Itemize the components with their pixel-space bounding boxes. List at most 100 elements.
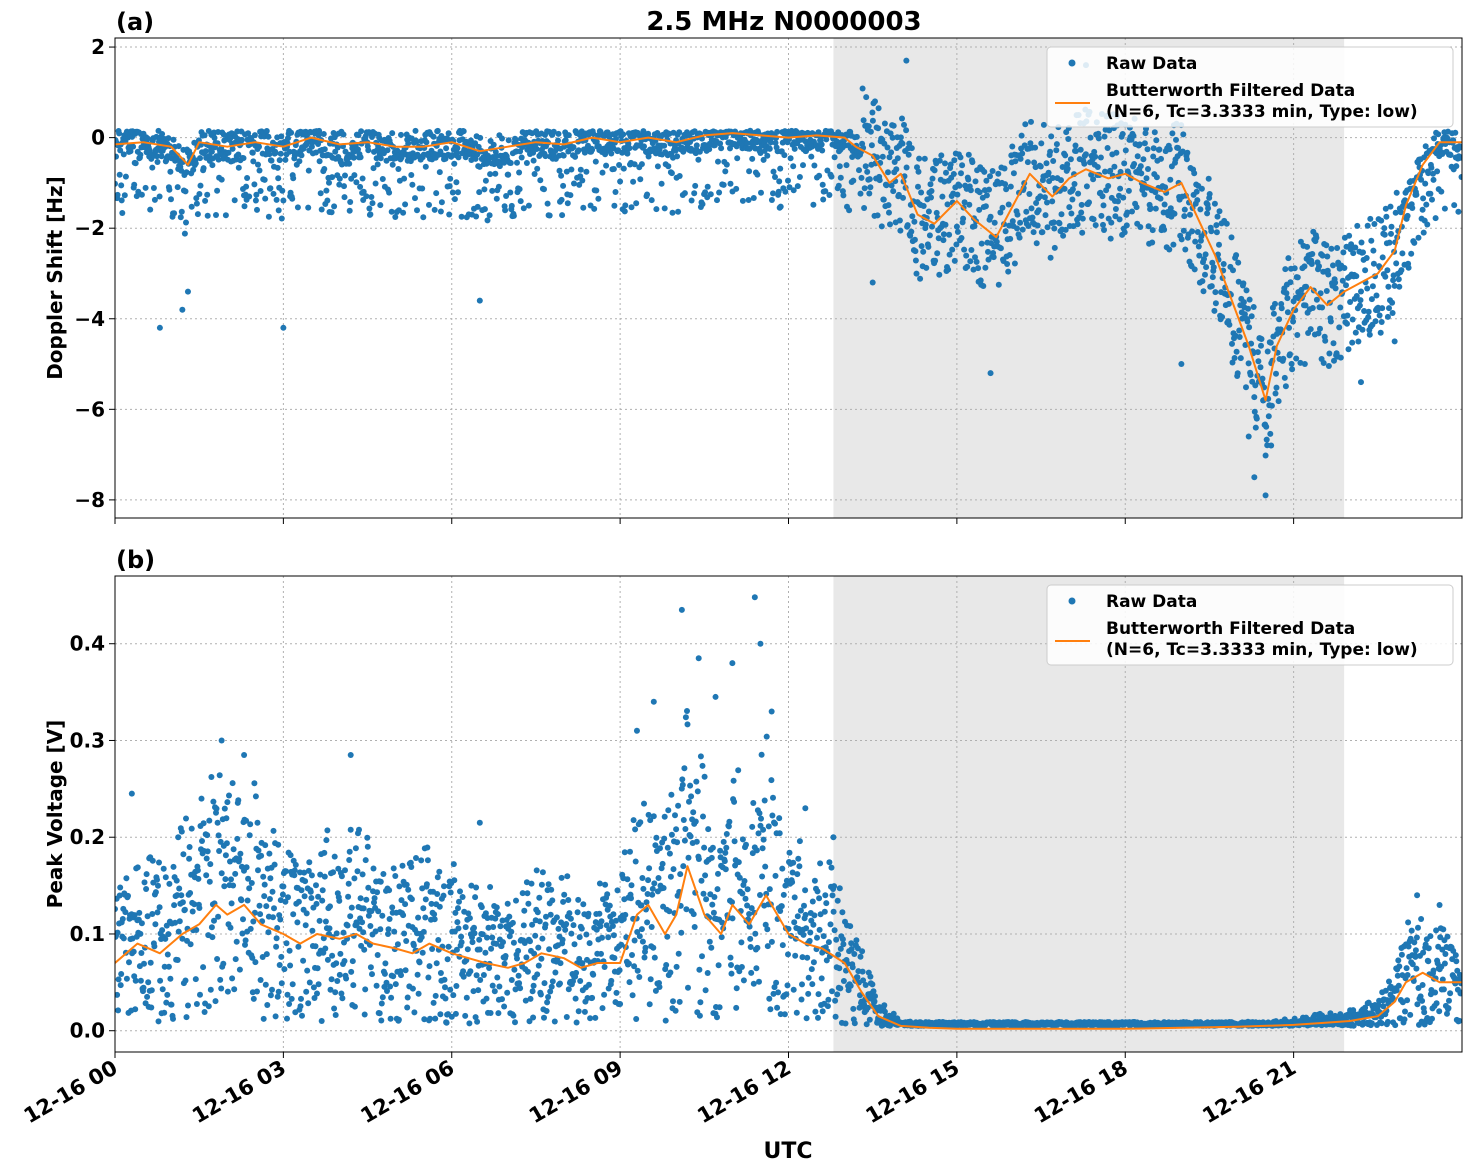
raw-data-point — [276, 962, 283, 968]
raw-data-point — [766, 886, 773, 893]
raw-data-point — [1252, 382, 1259, 389]
raw-data-point — [995, 281, 1002, 288]
raw-data-point — [636, 974, 643, 980]
raw-data-point — [610, 911, 617, 918]
raw-data-point — [1332, 279, 1339, 286]
raw-data-point — [726, 818, 733, 825]
raw-data-point — [797, 907, 804, 914]
raw-data-point — [696, 966, 703, 973]
raw-data-point — [268, 157, 275, 164]
raw-data-point — [549, 897, 556, 904]
raw-data-point — [1062, 226, 1069, 233]
raw-data-point — [1435, 131, 1442, 138]
raw-data-point — [253, 191, 260, 198]
raw-data-point — [426, 201, 432, 208]
raw-data-point — [518, 154, 525, 161]
raw-data-point — [115, 976, 122, 983]
raw-data-point — [791, 145, 798, 152]
raw-data-point — [1049, 175, 1056, 181]
raw-data-point — [1357, 379, 1364, 386]
raw-data-point — [1388, 230, 1394, 237]
raw-data-point — [160, 865, 167, 872]
raw-data-point — [901, 121, 907, 128]
raw-data-point — [1161, 201, 1168, 208]
raw-data-point — [687, 782, 694, 789]
raw-data-point — [957, 154, 964, 161]
raw-data-point — [832, 997, 839, 1004]
raw-data-point — [659, 860, 666, 867]
raw-data-point — [1409, 205, 1416, 211]
raw-data-point — [622, 202, 629, 209]
raw-data-point — [315, 893, 322, 900]
raw-data-point — [252, 793, 259, 800]
raw-data-point — [445, 943, 452, 950]
raw-data-point — [404, 1004, 411, 1011]
raw-data-point — [1134, 153, 1141, 160]
raw-data-point — [1005, 268, 1012, 275]
raw-data-point — [770, 190, 776, 197]
raw-data-point — [294, 204, 301, 211]
raw-data-point — [863, 1021, 870, 1028]
raw-data-point — [491, 988, 498, 995]
raw-data-point — [557, 980, 563, 987]
raw-data-point — [1149, 239, 1156, 246]
raw-data-point — [942, 160, 948, 167]
raw-data-point — [790, 163, 797, 170]
raw-data-point — [307, 888, 314, 895]
raw-data-point — [175, 834, 182, 841]
raw-data-point — [363, 896, 370, 903]
raw-data-point — [580, 204, 587, 211]
raw-data-point — [1248, 313, 1255, 320]
raw-data-point — [599, 169, 606, 176]
raw-data-point — [265, 133, 272, 140]
raw-data-point — [923, 264, 930, 271]
raw-data-point — [648, 197, 655, 204]
raw-data-point — [529, 921, 536, 928]
raw-data-point — [395, 166, 402, 172]
raw-data-point — [345, 893, 352, 900]
raw-data-point — [894, 155, 901, 162]
raw-data-point — [1353, 293, 1360, 299]
raw-data-point — [156, 859, 162, 866]
raw-data-point — [204, 848, 211, 855]
raw-data-point — [488, 945, 495, 952]
raw-data-point — [225, 149, 232, 156]
raw-data-point — [967, 258, 974, 265]
raw-data-point — [1180, 131, 1187, 138]
raw-data-point — [324, 197, 331, 204]
raw-data-point — [275, 207, 282, 214]
raw-data-point — [666, 908, 673, 915]
y-tick-label: 0 — [91, 126, 105, 150]
raw-data-point — [385, 931, 391, 937]
raw-data-point — [178, 167, 185, 174]
raw-data-point — [1205, 175, 1212, 182]
raw-data-point — [321, 849, 328, 856]
raw-data-point — [1267, 339, 1274, 346]
raw-data-point — [541, 1014, 547, 1021]
raw-data-point — [455, 154, 462, 161]
raw-data-point — [770, 168, 777, 175]
raw-data-point — [489, 934, 496, 941]
raw-data-point — [1265, 413, 1272, 420]
raw-data-point — [136, 909, 143, 916]
raw-data-point — [166, 186, 173, 193]
raw-data-point — [1384, 267, 1391, 274]
raw-data-point — [1396, 283, 1403, 290]
raw-data-point — [521, 907, 528, 914]
raw-data-point — [858, 174, 865, 181]
raw-data-point — [451, 160, 458, 167]
raw-data-point — [175, 143, 182, 150]
raw-data-point — [308, 872, 315, 879]
raw-data-point — [452, 1010, 459, 1017]
y-tick-label: 2 — [91, 35, 105, 59]
raw-data-point — [613, 917, 619, 924]
raw-data-point — [313, 900, 320, 907]
raw-data-point — [805, 990, 812, 997]
raw-data-point — [1304, 243, 1311, 250]
raw-data-point — [716, 1004, 723, 1011]
raw-data-point — [272, 1013, 279, 1020]
raw-data-point — [1438, 188, 1445, 195]
raw-data-point — [1397, 209, 1404, 216]
raw-data-point — [281, 966, 288, 973]
